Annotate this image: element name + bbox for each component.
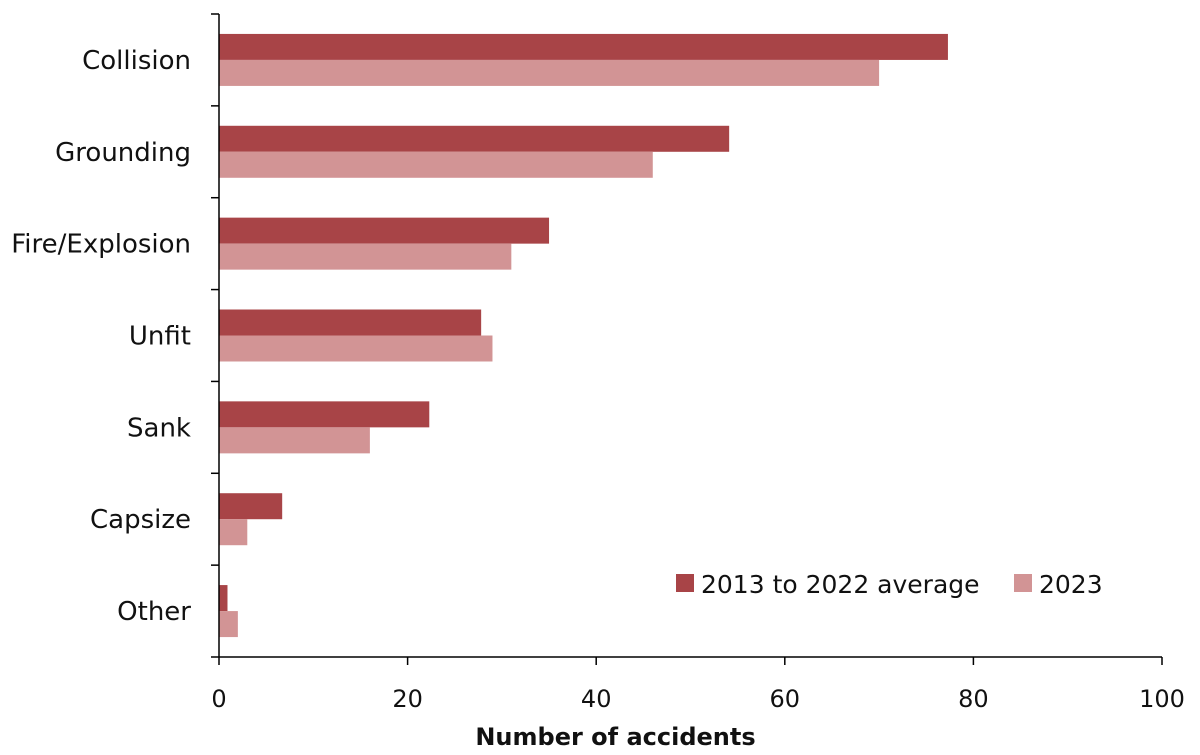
x-tick-label: 100 (1139, 685, 1185, 713)
legend: 2013 to 2022 average 2023 (676, 570, 1103, 599)
bar-collision-series-1 (219, 33, 948, 60)
bar-fire-explosion-series-2 (219, 243, 512, 270)
bar-grounding-series-1 (219, 125, 730, 152)
x-axis-title: Number of accidents (475, 723, 755, 751)
bar-unfit-series-1 (219, 309, 482, 336)
x-tick-label: 0 (211, 685, 226, 713)
category-label: Grounding (55, 138, 191, 168)
category-label: Capsize (90, 505, 191, 535)
bar-capsize-series-2 (219, 519, 248, 546)
category-label: Fire/Explosion (11, 230, 191, 260)
bar-capsize-series-1 (219, 493, 283, 520)
legend-swatch-series-2 (1014, 574, 1032, 592)
x-tick-labels: 0 20 40 60 80 100 (211, 685, 1185, 713)
bar-other-series-2 (219, 611, 238, 638)
bar-other-series-1 (219, 585, 228, 612)
x-tick-label: 20 (392, 685, 423, 713)
x-tick-label: 80 (958, 685, 989, 713)
category-labels: Collision Grounding Fire/Explosion Unfit San… (11, 46, 191, 627)
x-axis-ticks (218, 657, 1163, 665)
bar-grounding-series-2 (219, 151, 653, 178)
bar-fire-explosion-series-1 (219, 217, 550, 244)
y-axis-ticks (211, 13, 219, 658)
bar-sank-series-1 (219, 401, 430, 428)
bar-unfit-series-2 (219, 335, 493, 362)
legend-swatch-series-1 (676, 574, 694, 592)
legend-label-series-2: 2023 (1039, 570, 1103, 599)
category-label: Sank (127, 413, 191, 443)
bar-sank-series-2 (219, 427, 370, 454)
legend-label-series-1: 2013 to 2022 average (701, 570, 980, 599)
category-label: Unfit (129, 322, 191, 352)
x-tick-label: 40 (581, 685, 612, 713)
x-tick-label: 60 (770, 685, 801, 713)
category-label: Other (117, 597, 191, 627)
bars-group (219, 33, 948, 638)
bar-collision-series-2 (219, 59, 880, 86)
category-label: Collision (82, 46, 191, 76)
